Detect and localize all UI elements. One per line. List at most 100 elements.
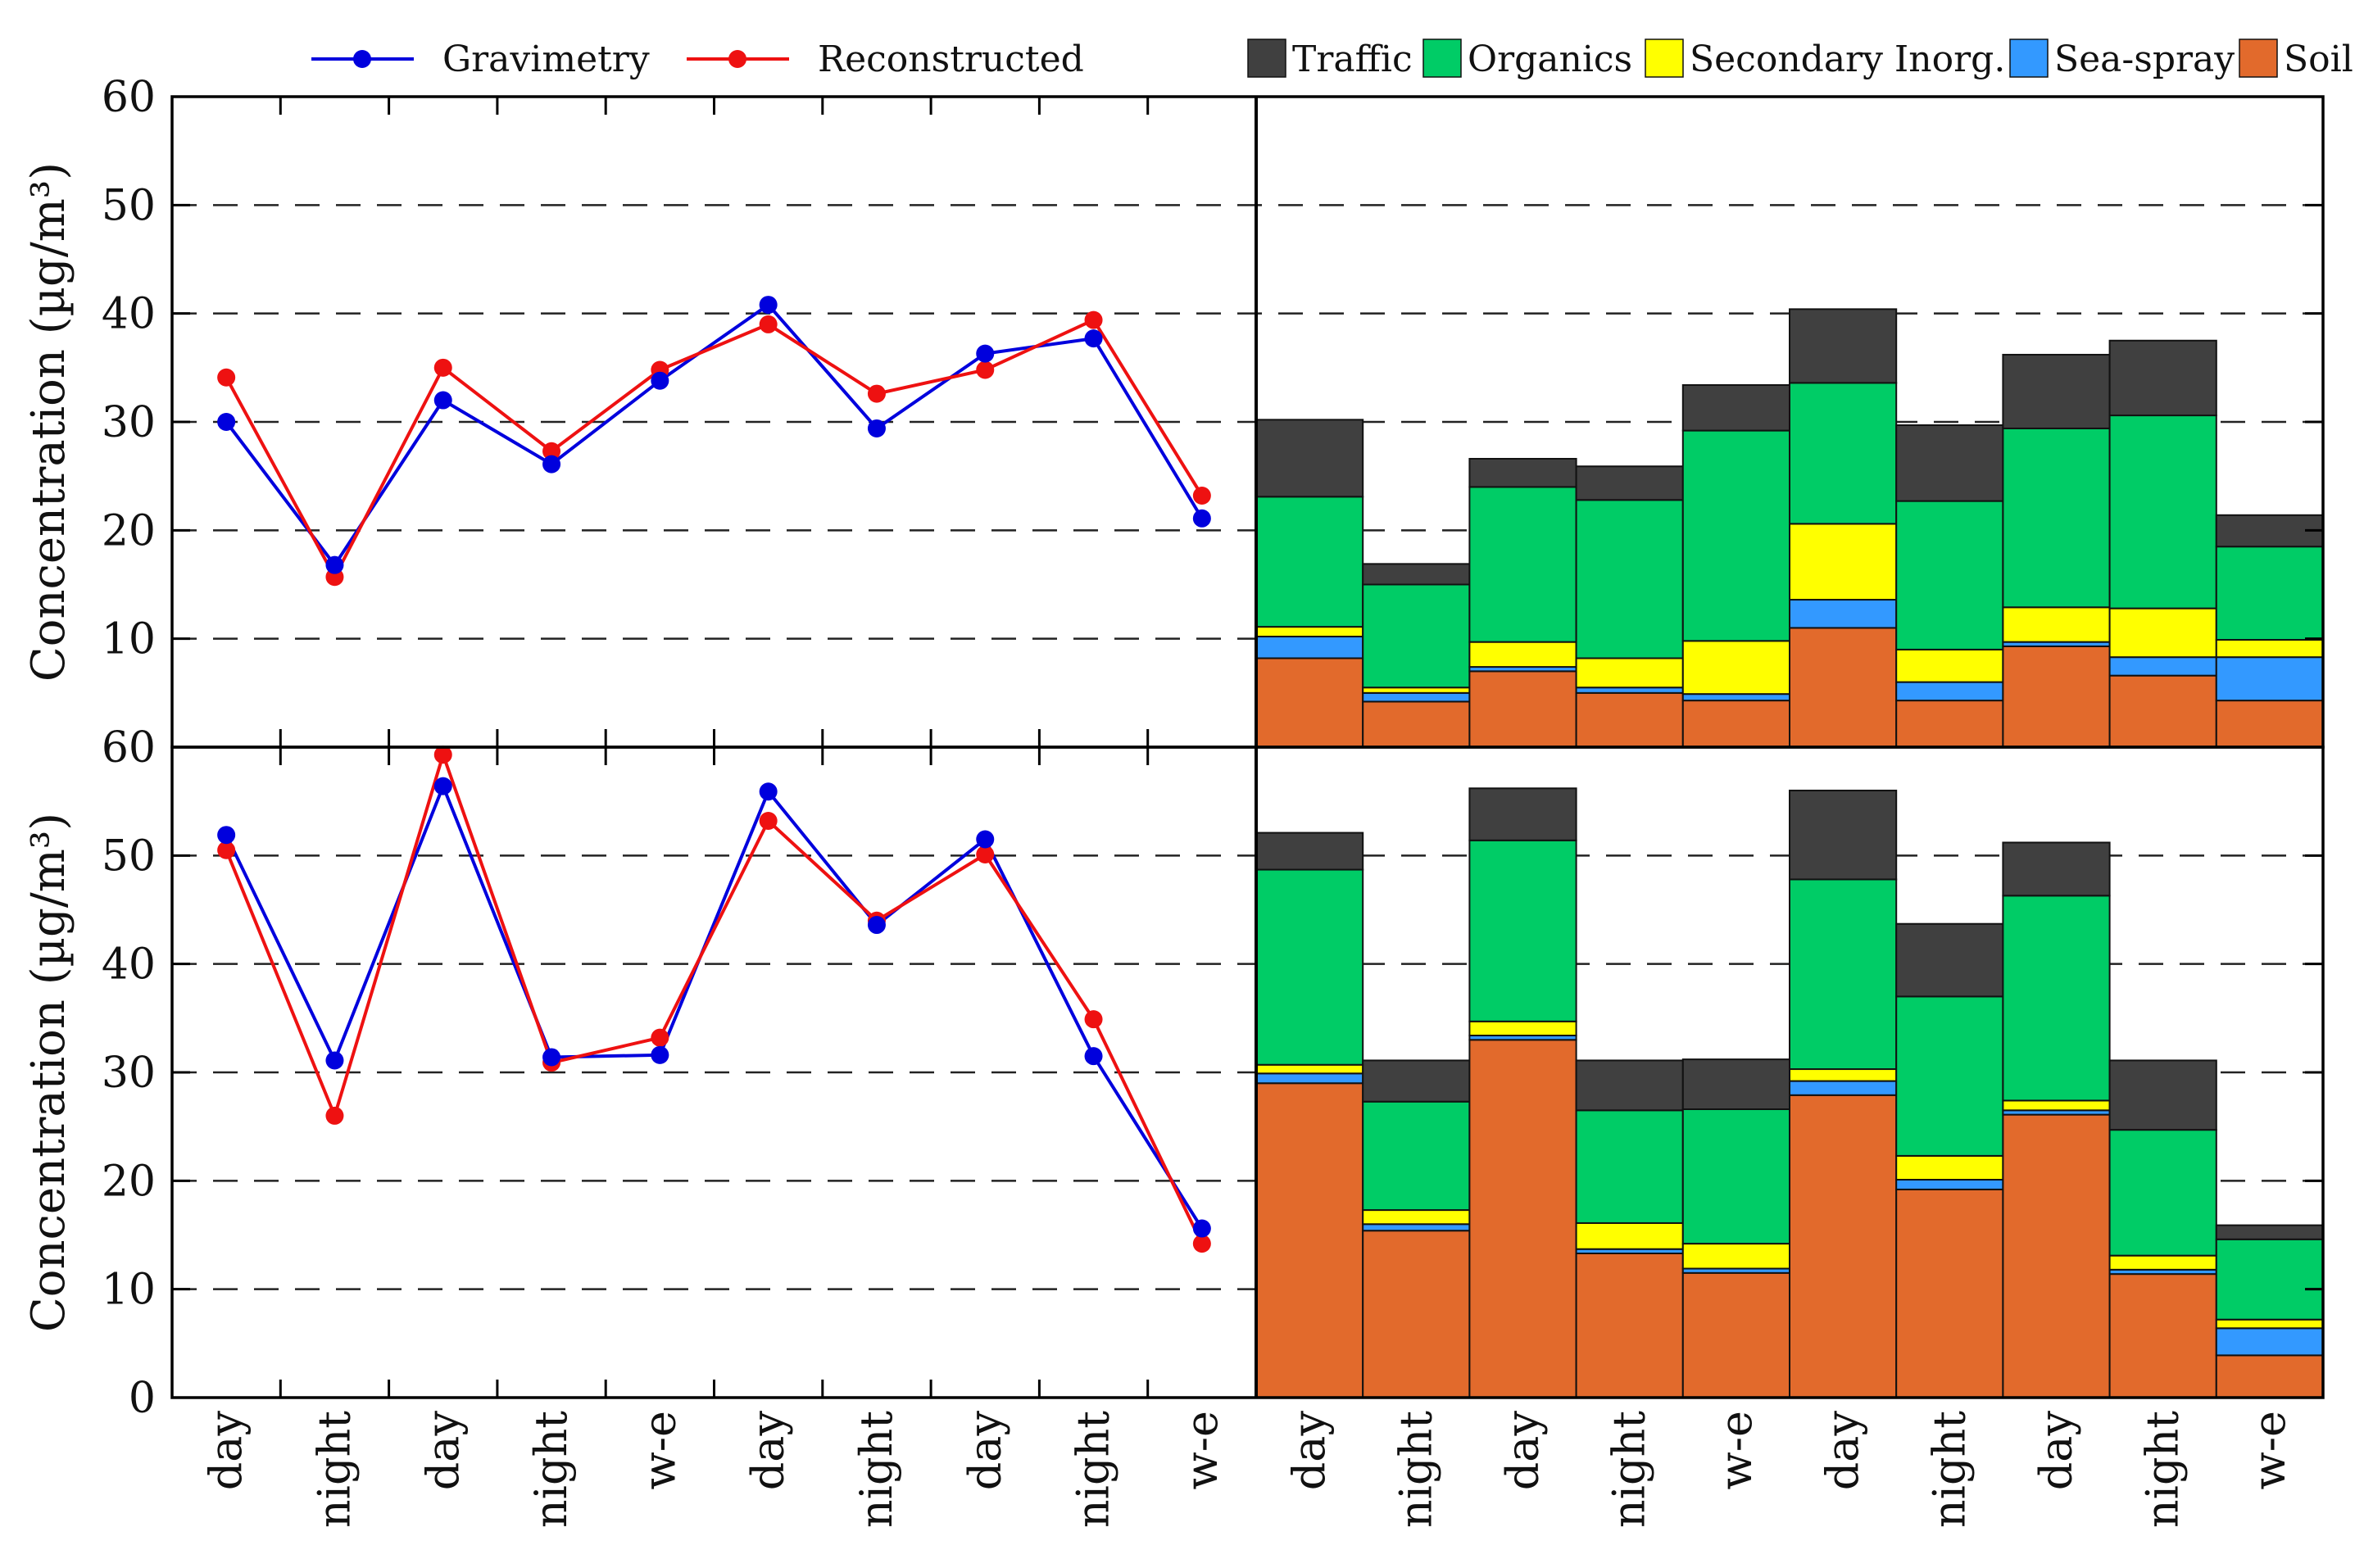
bar-bottom-2-soil <box>1362 1230 1471 1398</box>
legend-label-reconstructed: Reconstructed <box>818 39 1084 80</box>
point-top-gravimetry-9 <box>1084 329 1103 348</box>
x-label-bar-8: day <box>2030 1411 2082 1491</box>
x-label-bar-5: w-e <box>1710 1411 1762 1489</box>
x-label-line-6: day <box>742 1411 794 1491</box>
x-label-bar-7: night <box>1923 1411 1975 1528</box>
bar-top-8-organics <box>2002 427 2111 609</box>
bar-bottom-5-soil <box>1681 1271 1791 1398</box>
bar-top-9-secondary-inorg- <box>2108 607 2217 659</box>
bar-top-2-sea-spray <box>1362 691 1471 703</box>
point-bottom-reconstructed-10 <box>1192 1235 1211 1253</box>
bar-bottom-3-traffic <box>1468 787 1577 841</box>
bar-bottom-1-soil <box>1255 1082 1364 1398</box>
bar-top-1-organics <box>1255 496 1364 628</box>
x-label-bar-2: night <box>1390 1411 1441 1528</box>
ytick-label-top-60: 60 <box>102 73 156 122</box>
bar-bottom-6-soil <box>1789 1094 1898 1399</box>
bar-bottom-8-organics <box>2002 895 2111 1102</box>
bar-top-4-soil <box>1575 691 1684 748</box>
y-axis-title-top: Concentration (µg/m³) <box>22 162 75 682</box>
point-top-reconstructed-7 <box>867 384 886 403</box>
point-top-gravimetry-4 <box>542 455 561 474</box>
point-bottom-gravimetry-3 <box>433 777 452 795</box>
point-top-gravimetry-2 <box>325 555 344 574</box>
bar-top-7-organics <box>1895 500 2004 650</box>
point-bottom-gravimetry-5 <box>651 1045 669 1064</box>
point-bottom-gravimetry-10 <box>1192 1219 1211 1238</box>
point-top-reconstructed-8 <box>976 360 995 379</box>
x-label-line-4: night <box>525 1411 577 1528</box>
point-bottom-gravimetry-2 <box>325 1051 344 1070</box>
bar-top-3-secondary-inorg- <box>1468 641 1577 668</box>
point-bottom-gravimetry-9 <box>1084 1047 1103 1066</box>
bar-top-5-secondary-inorg- <box>1681 640 1791 696</box>
bar-top-7-secondary-inorg- <box>1895 648 2004 683</box>
bar-bottom-4-traffic <box>1575 1059 1684 1112</box>
bar-bottom-7-secondary-inorg- <box>1895 1154 2004 1181</box>
point-top-reconstructed-6 <box>759 315 778 333</box>
x-label-line-9: night <box>1068 1411 1119 1528</box>
bar-bottom-7-traffic <box>1895 922 2004 998</box>
legend-marker-gravimetry <box>353 50 371 68</box>
point-top-gravimetry-6 <box>759 296 778 315</box>
bar-bottom-1-traffic <box>1255 832 1364 871</box>
ytick-label-bottom-20: 20 <box>102 1157 156 1206</box>
bar-top-10-soil <box>2215 700 2325 749</box>
bar-bottom-1-sea-spray <box>1255 1072 1364 1085</box>
x-label-bar-4: night <box>1604 1411 1655 1528</box>
x-label-bar-6: day <box>1817 1411 1868 1491</box>
x-label-bar-3: day <box>1497 1411 1549 1491</box>
point-bottom-gravimetry-7 <box>867 916 886 935</box>
line-bottom-gravimetry <box>225 782 1204 1230</box>
bar-top-6-traffic <box>1789 308 1898 384</box>
bar-top-2-soil <box>1362 700 1471 748</box>
legend-label-sea-spray: Sea-spray <box>2054 39 2235 80</box>
point-bottom-gravimetry-4 <box>542 1048 561 1067</box>
line-bottom-reconstructed <box>225 749 1204 1244</box>
bar-bottom-3-soil <box>1468 1039 1577 1399</box>
legend-swatch-organics <box>1422 39 1462 78</box>
point-top-gravimetry-8 <box>976 344 995 363</box>
bar-top-9-organics <box>2108 415 2217 610</box>
bar-bottom-7-sea-spray <box>1895 1179 2004 1190</box>
bar-top-3-soil <box>1468 670 1577 748</box>
bar-top-6-organics <box>1789 382 1898 525</box>
bar-bottom-6-traffic <box>1789 789 1898 881</box>
ytick-label-bottom-60: 60 <box>102 723 156 773</box>
x-label-bar-9: night <box>2137 1411 2189 1528</box>
point-top-reconstructed-4 <box>542 442 561 460</box>
bar-top-9-soil <box>2108 674 2217 748</box>
bar-bottom-2-sea-spray <box>1362 1223 1471 1232</box>
bar-top-1-soil <box>1255 657 1364 749</box>
legend-label-gravimetry: Gravimetry <box>442 39 650 80</box>
bar-bottom-5-secondary-inorg- <box>1681 1243 1791 1270</box>
bar-bottom-6-organics <box>1789 878 1898 1071</box>
legend-swatch-secondary-inorg- <box>1645 39 1684 78</box>
bar-top-9-traffic <box>2108 339 2217 417</box>
bar-bottom-2-organics <box>1362 1100 1471 1212</box>
point-bottom-gravimetry-1 <box>217 826 236 845</box>
point-bottom-reconstructed-2 <box>325 1106 344 1125</box>
x-label-line-7: night <box>851 1411 902 1528</box>
x-label-line-2: night <box>308 1411 360 1528</box>
bar-bottom-1-organics <box>1255 868 1364 1066</box>
bar-bottom-3-secondary-inorg- <box>1468 1020 1577 1037</box>
bar-bottom-7-organics <box>1895 995 2004 1157</box>
bar-top-6-secondary-inorg- <box>1789 523 1898 601</box>
bar-top-7-traffic <box>1895 424 2004 502</box>
bar-top-3-organics <box>1468 486 1577 643</box>
x-label-line-3: day <box>417 1411 469 1491</box>
legend-label-secondary-inorg-: Secondary Inorg. <box>1690 39 2005 80</box>
bar-bottom-6-secondary-inorg- <box>1789 1068 1898 1082</box>
legend-layer: Gravimetry Reconstructed Traffic Organics Se… <box>311 39 2353 80</box>
line-top-reconstructed <box>225 318 1204 581</box>
bar-bottom-7-soil <box>1895 1188 2004 1399</box>
point-bottom-gravimetry-6 <box>759 782 778 801</box>
x-label-line-5: w-e <box>633 1411 685 1489</box>
bar-bottom-9-organics <box>2108 1129 2217 1257</box>
bar-bottom-3-organics <box>1468 839 1577 1022</box>
bar-bottom-9-soil <box>2108 1273 2217 1399</box>
bar-top-1-secondary-inorg- <box>1255 626 1364 638</box>
ytick-label-top-50: 50 <box>102 181 156 230</box>
bar-bottom-8-traffic <box>2002 841 2111 897</box>
